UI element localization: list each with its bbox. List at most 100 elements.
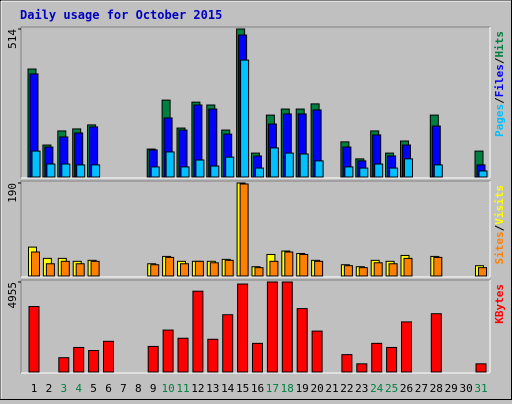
bar [478,170,488,178]
legend-entry: Visits [493,185,506,225]
bar [165,151,175,178]
bar [343,265,353,277]
bar [60,260,70,277]
bar [31,150,41,178]
x-tick-label: 7 [120,382,127,395]
x-tick-label: 24 [370,382,384,395]
x-tick-label: 3 [60,382,67,395]
legend-entry: Sites [493,231,506,264]
bar [28,306,40,373]
bar [299,153,309,178]
x-tick-label: 22 [340,382,353,395]
bar [165,256,175,277]
legend-separator: / [493,224,506,231]
bar [401,321,412,373]
legend: Sites/Visits [493,185,506,265]
bar [46,163,56,178]
x-tick-label: 20 [310,382,323,395]
x-tick-label: 10 [161,382,174,395]
x-tick-label: 16 [251,382,264,395]
x-tick-label: 26 [400,382,413,395]
bar [209,262,219,277]
bar [389,167,399,178]
bar [284,152,294,178]
bar [88,350,100,373]
x-tick-label: 29 [445,382,458,395]
bar [314,260,324,277]
bar [371,342,383,373]
legend-separator: / [493,97,506,104]
legend-entry: KBytes [493,284,506,324]
bar [180,263,189,277]
bar [269,260,279,277]
bar [225,156,235,178]
bar [281,281,293,373]
bar [192,290,204,373]
x-tick-label: 1 [31,382,38,395]
bar [311,330,323,373]
x-tick-label: 6 [105,382,112,395]
legend-entry: Pages [493,104,506,137]
bar [314,160,324,178]
bar [75,263,85,277]
bar [194,260,204,277]
x-tick-label: 28 [430,382,443,395]
x-tick-label: 15 [236,382,249,395]
bar [150,264,160,277]
bar [266,281,278,373]
x-tick-label: 27 [415,382,428,395]
bar [162,329,174,373]
bar [237,283,249,373]
bar [344,166,354,178]
bar [373,262,383,277]
x-tick-label: 12 [191,382,204,395]
bar [296,308,308,373]
bar [180,166,190,178]
bar [433,256,443,277]
bar [239,183,249,277]
bar [358,267,368,277]
x-tick-label: 14 [221,382,235,395]
bar [356,363,368,373]
bar [45,263,55,277]
bar [341,354,353,373]
x-tick-label: 18 [281,382,294,395]
bar [252,342,263,373]
x-tick-label: 8 [135,382,142,395]
legend: KBytes [493,284,506,324]
bar [386,346,398,373]
bar [284,251,294,277]
x-tick-label: 2 [46,382,53,395]
bar [90,260,100,277]
x-tick-label: 31 [474,382,487,395]
y-tick-label: 4955 [6,282,19,309]
legend-entry: Files [493,64,506,97]
bar [475,363,487,373]
x-tick-label: 9 [150,382,157,395]
bar [299,253,309,277]
x-tick-label: 19 [296,382,309,395]
x-tick-label: 30 [459,382,472,395]
x-tick-label: 23 [355,382,368,395]
x-tick-label: 13 [206,382,219,395]
bar [61,163,71,178]
bar [150,166,160,178]
bar [359,167,369,178]
bar [147,345,159,373]
legend: Pages/Files/Hits [493,31,506,137]
bar [73,346,85,373]
bar [255,167,264,178]
bar [103,340,114,373]
bar [195,159,205,178]
chart-title: Daily usage for October 2015 [20,8,222,22]
x-tick-label: 17 [266,382,279,395]
y-tick-label: 514 [6,29,19,49]
bar [254,267,264,277]
legend-entry: Hits [493,31,506,58]
bar [374,163,384,178]
bar [222,314,234,373]
bar [210,165,220,178]
bar [76,164,86,178]
bar [224,259,234,277]
